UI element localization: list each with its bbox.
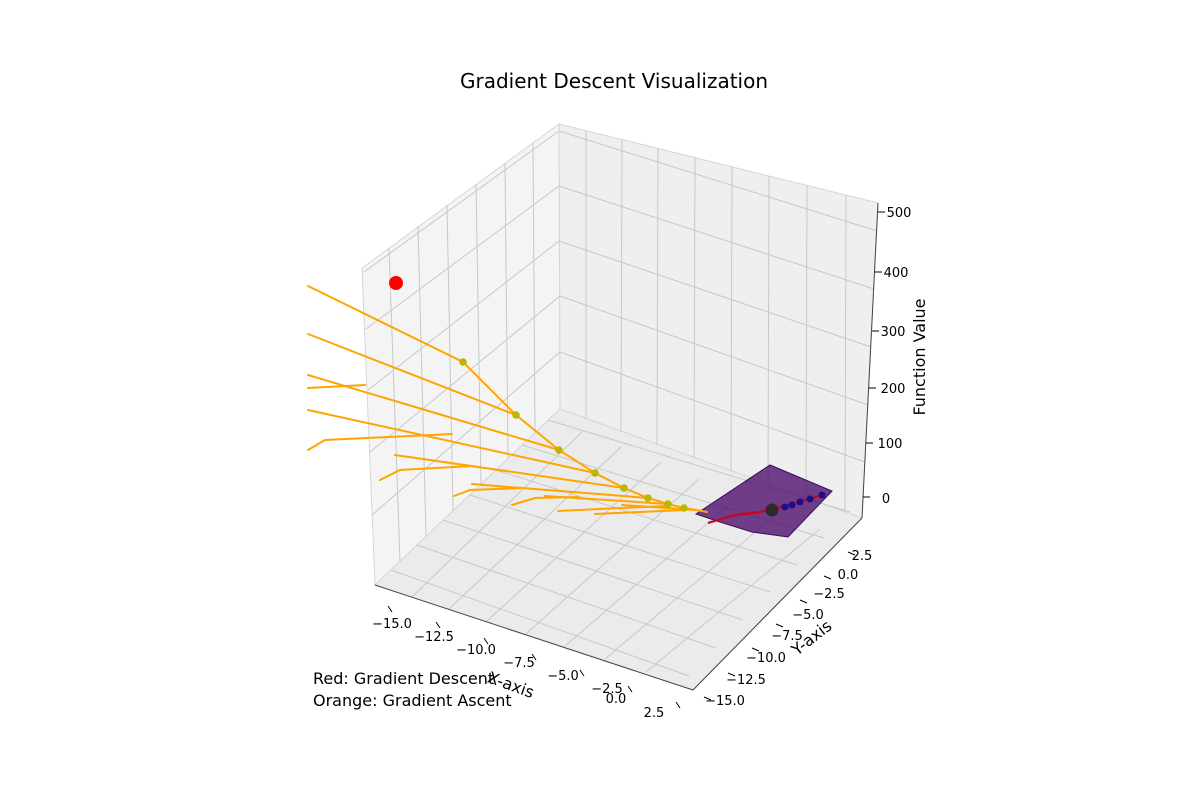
ascent-point [680, 504, 688, 512]
ascent-line [594, 509, 685, 515]
ascent-point [512, 411, 520, 419]
ascent-point [620, 484, 628, 492]
legend-note-descent: Red: Gradient Descent [313, 669, 494, 688]
axes-panes [361, 123, 879, 691]
y-tick-label: −2.5 [813, 587, 845, 602]
ascent-point [459, 358, 467, 366]
ascent-point [664, 500, 672, 508]
x-tick-label: −12.5 [414, 630, 454, 645]
x-tick-label: −2.5 [591, 682, 623, 697]
ascent-line [453, 487, 521, 497]
ascent-line [307, 333, 517, 416]
ascent-line [307, 384, 366, 389]
y-tick-labels: −15.0 −12.5 −10.0 −7.5 −5.0 −2.5 0.0 2.5 [705, 549, 872, 709]
ascent-line [379, 465, 473, 481]
ascent-point [591, 469, 599, 477]
ascent-point [555, 446, 563, 454]
x-tick-label: −15.0 [372, 617, 412, 632]
surface-mesh [694, 464, 833, 538]
y-tick-label: 0.0 [838, 568, 859, 583]
minimum-marker [765, 503, 779, 517]
z-tick-label: 100 [878, 437, 903, 452]
y-tick-label: −15.0 [705, 694, 745, 709]
ascent-line [307, 433, 453, 451]
ascent-line [307, 409, 596, 474]
gradient-descent-path [707, 491, 826, 525]
x-tick-label: −10.0 [456, 643, 496, 658]
chart-title: Gradient Descent Visualization [460, 69, 768, 93]
y-tick-label: −5.0 [792, 608, 824, 623]
descent-point [781, 503, 789, 511]
y-tick-label: 2.5 [852, 549, 873, 564]
descent-point [818, 491, 826, 499]
y-tick-label: −10.0 [746, 651, 786, 666]
function-surface [694, 464, 833, 538]
x-tick-label: 2.5 [644, 706, 665, 721]
descent-point [796, 498, 804, 506]
y-tick-label: −7.5 [771, 629, 803, 644]
ascent-line [471, 483, 649, 499]
grid-lines [363, 130, 878, 677]
z-axis-label: Function Value [910, 298, 929, 415]
x-tick-label: −7.5 [503, 656, 535, 671]
x-tick-labels: −15.0 −12.5 −10.0 −7.5 −5.0 −2.5 0.0 2.5 [372, 617, 664, 721]
z-tick-label: 300 [881, 325, 906, 340]
x-tick-label: −5.0 [547, 669, 579, 684]
z-tick-label: 400 [884, 266, 909, 281]
ascent-point [644, 494, 652, 502]
z-tick-labels: 0 100 200 300 400 500 [878, 206, 912, 507]
y-tick-label: −12.5 [726, 673, 766, 688]
z-tick-label: 500 [887, 206, 912, 221]
ascent-line [544, 495, 669, 505]
x-tick-label: 0.0 [606, 692, 627, 707]
ascent-points [459, 358, 688, 512]
z-tick-label: 200 [881, 382, 906, 397]
legend-note-ascent: Orange: Gradient Ascent [313, 691, 512, 710]
z-tick-label: 0 [882, 492, 890, 507]
start-marker [389, 276, 403, 290]
axis-ticks [374, 202, 885, 709]
descent-point [788, 501, 796, 509]
ascent-line [307, 374, 560, 451]
descent-point [806, 495, 814, 503]
ascent-line [394, 454, 625, 489]
